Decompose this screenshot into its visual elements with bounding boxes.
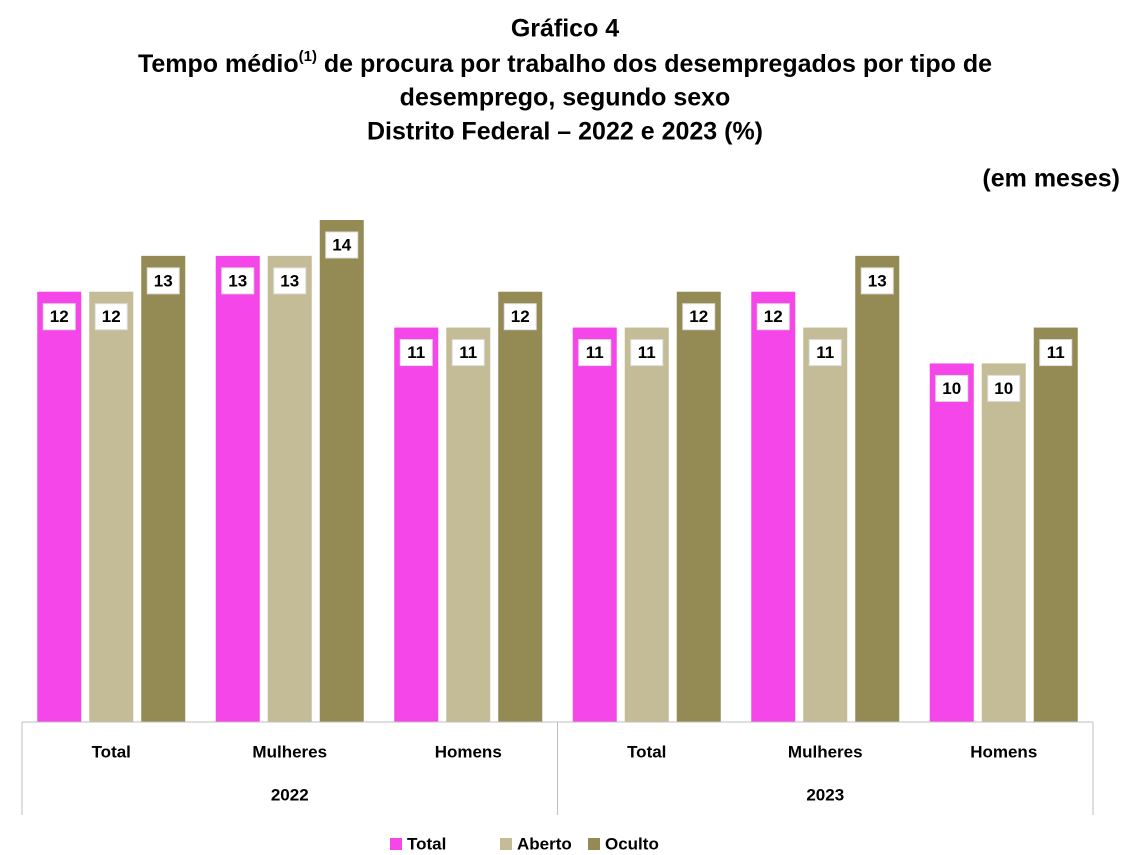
group-label: 2022 (271, 785, 309, 804)
value-label-box (1039, 339, 1073, 367)
x-tick-label: Mulheres (252, 742, 327, 761)
bar (676, 291, 721, 722)
value-label: 13 (228, 271, 247, 290)
x-tick-label: Total (627, 742, 666, 761)
value-label: 11 (407, 343, 425, 362)
bar (1033, 327, 1078, 722)
value-label: 12 (511, 307, 530, 326)
legend-label: Aberto (517, 834, 572, 853)
value-label-box (682, 303, 716, 331)
value-label-box (935, 374, 969, 402)
value-label-box (578, 339, 612, 367)
value-label-box (146, 267, 180, 295)
value-label-box (399, 339, 433, 367)
value-label-box (221, 267, 255, 295)
x-tick-label: Homens (970, 742, 1037, 761)
value-label-box (42, 303, 76, 331)
value-label: 12 (689, 307, 708, 326)
value-label-box (451, 339, 485, 367)
value-label: 10 (994, 379, 1013, 398)
legend-label: Oculto (605, 834, 659, 853)
bar (215, 255, 260, 722)
value-label: 11 (459, 343, 477, 362)
chart-subtitle: Distrito Federal – 2022 e 2023 (%) (367, 118, 763, 146)
value-label-box (630, 339, 664, 367)
chart-subtitle: Tempo médio(1) de procura por trabalho d… (138, 48, 992, 78)
subtitle-text: Tempo médio (138, 50, 299, 78)
value-label: 13 (154, 271, 173, 290)
value-label-box (273, 267, 307, 295)
value-label: 11 (586, 343, 604, 362)
bar (267, 255, 312, 722)
x-tick-label: Mulheres (788, 742, 863, 761)
value-label-box (860, 267, 894, 295)
value-label: 13 (280, 271, 299, 290)
bar (498, 291, 543, 722)
bar (981, 363, 1026, 722)
unit-note: (em meses) (982, 165, 1120, 193)
x-tick-label: Total (92, 742, 131, 761)
superscript: (1) (299, 48, 317, 65)
value-label: 12 (102, 307, 121, 326)
x-tick-label: Homens (435, 742, 502, 761)
legend-swatch (390, 838, 402, 850)
value-label: 11 (816, 343, 834, 362)
bar (803, 327, 848, 722)
value-label-box (94, 303, 128, 331)
legend-swatch (500, 838, 512, 850)
bar (929, 363, 974, 722)
chart-title: Gráfico 4 (511, 15, 619, 43)
bar (624, 327, 669, 722)
value-label-box (756, 303, 790, 331)
legend-swatch (588, 838, 600, 850)
bar (141, 255, 186, 722)
value-label-box (325, 231, 359, 259)
value-label-box (808, 339, 842, 367)
value-label: 11 (1047, 343, 1065, 362)
value-label-box (987, 374, 1021, 402)
bar (751, 291, 796, 722)
value-label: 10 (942, 379, 961, 398)
bar (89, 291, 134, 722)
bar (572, 327, 617, 722)
subtitle-text: de procura por trabalho dos desempregado… (317, 50, 992, 78)
value-label: 14 (332, 235, 351, 254)
bar (394, 327, 439, 722)
value-label-box (503, 303, 537, 331)
bar (855, 255, 900, 722)
bar (319, 220, 364, 722)
value-label: 12 (764, 307, 783, 326)
value-label: 12 (50, 307, 69, 326)
value-label: 11 (638, 343, 656, 362)
chart-subtitle: desemprego, segundo sexo (400, 84, 731, 112)
group-label: 2023 (806, 785, 844, 804)
value-label: 13 (868, 271, 887, 290)
bar (37, 291, 82, 722)
bar (446, 327, 491, 722)
legend-label: Total (407, 834, 446, 853)
